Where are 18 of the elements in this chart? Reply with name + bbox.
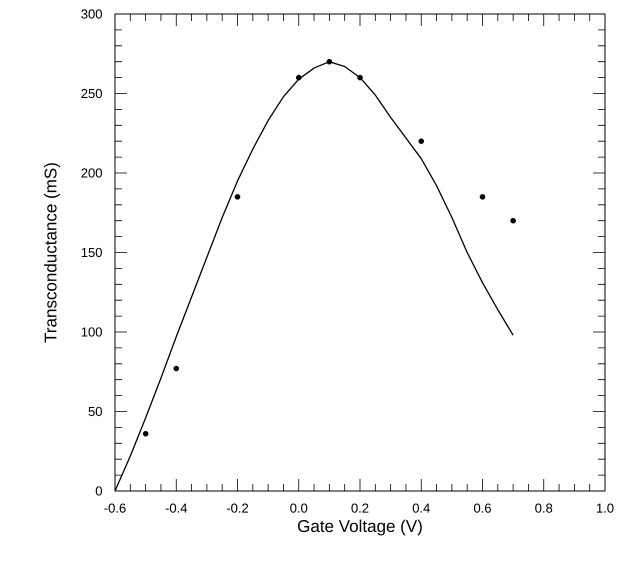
x-tick-label: 0.4	[412, 504, 430, 513]
x-tick-label: 0.0	[290, 504, 308, 513]
x-tick-label: -0.6	[104, 504, 126, 513]
y-tick-label: 250	[81, 88, 102, 98]
x-tick-label: 1.0	[596, 504, 614, 513]
x-tick-label: 0.2	[351, 504, 368, 513]
x-tick-label: 0.8	[535, 504, 552, 513]
x-tick-label: -0.4	[166, 504, 188, 513]
x-tick-label: -0.2	[226, 504, 248, 513]
y-tick-label: 0	[96, 486, 102, 496]
x-axis-title: Gate Voltage (V)	[298, 520, 422, 536]
y-tick-label: 200	[81, 168, 102, 178]
y-axis-title: Transconductance (mS)	[44, 163, 60, 342]
x-tick-label: 0.6	[474, 504, 491, 513]
y-tick-label: 100	[82, 327, 102, 337]
y-tick-label: 300	[81, 9, 102, 19]
y-tick-label: 150	[82, 248, 102, 258]
y-tick-label: 50	[88, 406, 102, 416]
